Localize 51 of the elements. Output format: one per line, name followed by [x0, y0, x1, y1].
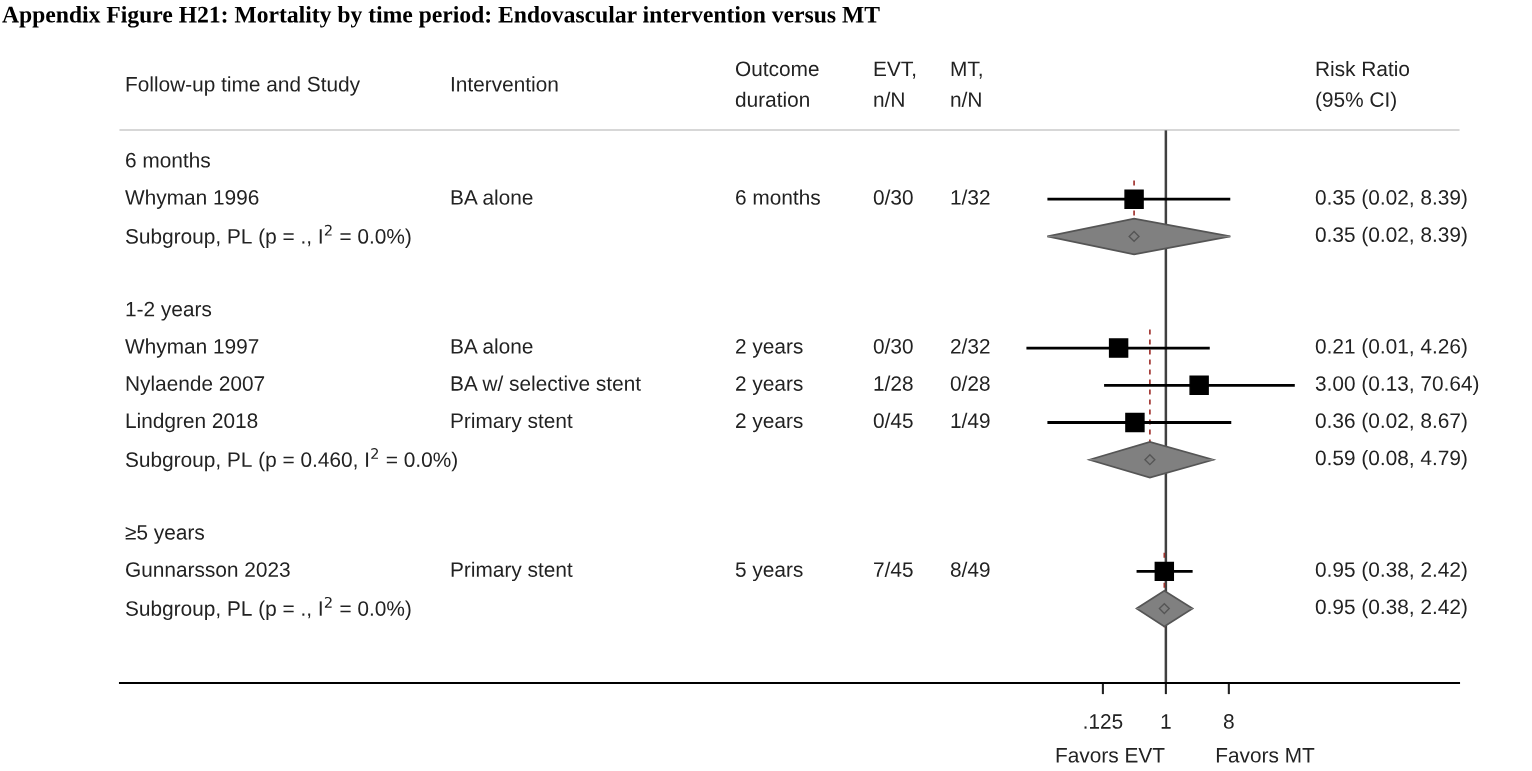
- annotation: 1/32: [951, 189, 990, 205]
- annotation: 0.36 (0.02, 8.67): [1315, 412, 1467, 433]
- x-tick-label: 8: [1223, 714, 1234, 729]
- annotation: 7/45: [874, 561, 913, 577]
- y-axis-title: Follow-up time and Study: [126, 76, 361, 96]
- y-tick-label: 6 months: [126, 152, 210, 168]
- annotation: 0/45: [873, 412, 913, 429]
- annotation: 8/49: [950, 561, 990, 577]
- x-tick-label: .125: [1084, 714, 1123, 729]
- y-tick-label: Gunnarsson 2023: [126, 562, 290, 577]
- annotation: BA w/ selective stent: [451, 375, 641, 391]
- text: Intervention: [451, 76, 558, 92]
- annotation: 0.35 (0.02, 8.39): [1315, 189, 1467, 209]
- text: Favors MT: [1216, 748, 1315, 763]
- annotation: Primary stent: [451, 412, 573, 433]
- annotation: 1/49: [951, 412, 990, 429]
- y-tick-label: Subgroup, PL (p = ., I$^{2}$ = 0.0%): [125, 224, 411, 248]
- annotation: 0.35 (0.02, 8.39): [1315, 226, 1467, 247]
- y-tick-label: Whyman 1996: [125, 189, 259, 209]
- y-tick-label: Subgroup, PL (p = 0.460, I$^{2}$ = 0.0%): [125, 448, 457, 472]
- text: Outcome duration: [735, 61, 819, 107]
- chart-title: Appendix Figure H21: Mortality by time period: Endovascular intervention versus MT: [2, 6, 880, 28]
- annotation: 3.00 (0.13, 70.64): [1315, 375, 1479, 395]
- annotation: 0.59 (0.08, 4.79): [1315, 450, 1467, 470]
- y-tick-label: Nylaende 2007: [126, 375, 265, 395]
- y-tick-label: ≥5 years: [125, 525, 204, 544]
- y-tick-label: 1-2 years: [126, 301, 212, 321]
- annotation: BA alone: [451, 338, 533, 354]
- annotation: 5 years: [735, 562, 803, 582]
- annotation: 1/28: [874, 375, 913, 391]
- y-tick-label: Lindgren 2018: [126, 412, 258, 433]
- y-tick-label: Whyman 1997: [125, 338, 259, 358]
- annotation: 0.95 (0.38, 2.42): [1315, 598, 1467, 619]
- annotation: 2 years: [736, 413, 803, 433]
- text: MT, n/N: [951, 61, 982, 107]
- x-tick-label: 1: [1161, 714, 1171, 729]
- annotation: 0.95 (0.38, 2.42): [1315, 561, 1467, 582]
- annotation: 0/30: [873, 338, 913, 354]
- text: EVT, n/N: [874, 61, 916, 107]
- text: Risk Ratio (95% CI): [1316, 60, 1410, 112]
- annotation: 2/32: [951, 338, 990, 354]
- y-tick-label: Subgroup, PL (p = ., I$^{2}$ = 0.0%): [125, 596, 411, 621]
- text: Favors EVT: [1056, 748, 1165, 763]
- annotation: 6 months: [736, 189, 820, 205]
- annotation: 2 years: [736, 376, 803, 395]
- annotation: Primary stent: [451, 561, 573, 582]
- annotation: 0.21 (0.01, 4.26): [1315, 338, 1467, 358]
- annotation: BA alone: [451, 189, 533, 205]
- annotation: 0/28: [950, 375, 990, 391]
- annotation: 0/30: [873, 189, 913, 205]
- annotation: 2 years: [736, 338, 803, 358]
